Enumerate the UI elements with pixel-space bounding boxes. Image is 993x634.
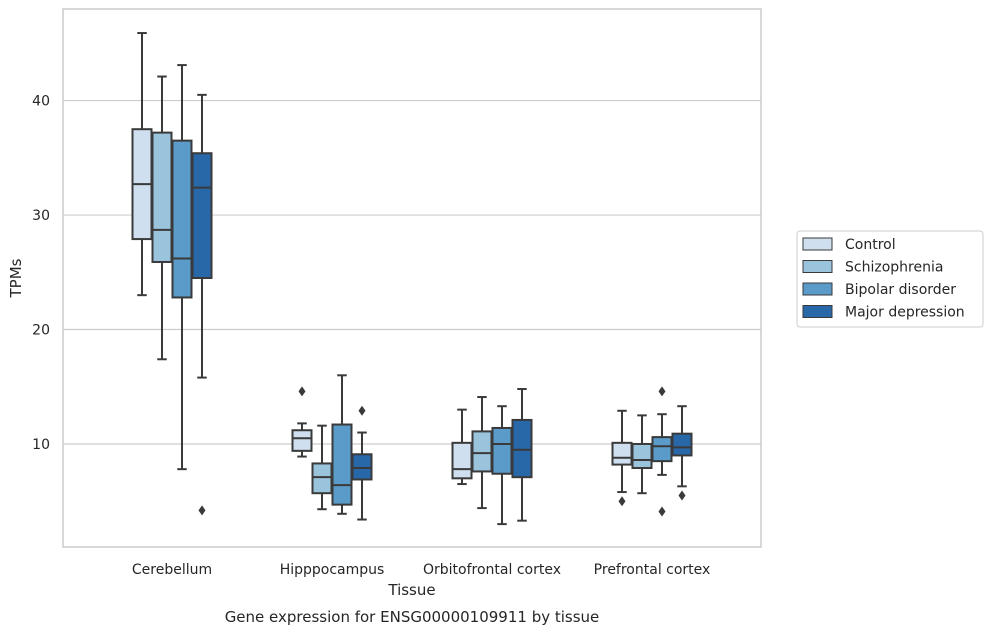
legend-label: Major depression [845, 305, 965, 321]
chart-caption: Gene expression for ENSG00000109911 by t… [225, 608, 600, 626]
box-body [471, 430, 493, 473]
y-tick-label: 10 [32, 437, 50, 453]
box [651, 386, 673, 517]
box-body [611, 441, 633, 466]
x-tick-label: Prefrontal cortex [594, 562, 711, 578]
box [631, 414, 653, 495]
box [131, 32, 153, 297]
series-major-depression [191, 93, 693, 522]
series-bipolar-disorder [171, 64, 673, 526]
box [671, 405, 693, 501]
box-plot-series [131, 32, 693, 526]
outlier-point [658, 506, 666, 517]
legend-swatch [802, 260, 833, 273]
box [471, 396, 493, 510]
box-body [291, 429, 313, 452]
box-body [191, 152, 213, 279]
x-tick-label: Cerebellum [132, 562, 212, 578]
box [331, 374, 353, 515]
plot-frame [62, 8, 762, 548]
box [291, 386, 313, 458]
x-tick-label: Orbitofrontal cortex [423, 562, 561, 578]
legend-swatch [802, 305, 833, 318]
x-tick-label: Hipppocampus [280, 562, 385, 578]
x-axis-ticks: Cerebellum Hipppocampus Orbitofrontal cort… [132, 562, 710, 578]
box-body [331, 423, 353, 506]
box [191, 93, 213, 516]
box [171, 64, 193, 471]
outlier-point [298, 386, 306, 397]
y-tick-label: 20 [32, 323, 50, 339]
legend-label: Schizophrenia [845, 260, 943, 276]
legend-label: Control [845, 237, 896, 253]
box-body [491, 426, 513, 475]
legend-frame [796, 230, 984, 328]
legend-swatch [802, 282, 833, 296]
box-body [511, 418, 533, 479]
outlier-point [658, 386, 666, 397]
legend-label: Bipolar disorder [845, 282, 956, 298]
outlier-point [678, 490, 686, 501]
box-body [151, 131, 173, 263]
box [311, 424, 333, 511]
x-axis-label: Tissue [387, 581, 435, 599]
box-body [651, 436, 673, 463]
outlier-point [198, 505, 206, 516]
series-schizophrenia [151, 75, 653, 511]
box-body [351, 453, 373, 481]
box [511, 388, 533, 522]
y-tick-label: 40 [32, 94, 50, 110]
box-body [171, 139, 193, 299]
y-tick-label: 30 [32, 208, 50, 224]
y-axis-label: TPMs [7, 258, 25, 298]
box [151, 75, 173, 361]
box-body [451, 441, 473, 480]
box [451, 408, 473, 486]
box [351, 405, 373, 521]
y-axis-ticks: 10 20 30 40 [32, 94, 50, 453]
legend: Control Schizophrenia Bipolar disorder Majo… [796, 230, 984, 328]
box-body [631, 442, 653, 470]
box-body [311, 462, 333, 495]
box [611, 409, 633, 507]
box-body [671, 432, 693, 457]
outlier-point [358, 405, 366, 416]
outlier-point [618, 496, 626, 507]
legend-swatch [802, 237, 833, 251]
box [491, 405, 513, 526]
